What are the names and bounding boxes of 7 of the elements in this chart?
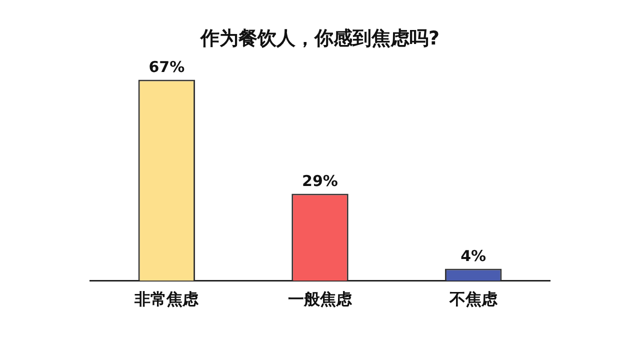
x-tick-label: 不焦虑 xyxy=(448,290,498,309)
x-tick-label: 一般焦虑 xyxy=(288,290,353,309)
data-label: 4% xyxy=(460,247,486,266)
data-label: 29% xyxy=(302,172,338,190)
chart-title: 作为餐饮人，你感到焦虑吗? xyxy=(199,27,440,50)
x-tick-label: 非常焦虑 xyxy=(134,290,200,309)
data-label: 67% xyxy=(148,58,185,76)
